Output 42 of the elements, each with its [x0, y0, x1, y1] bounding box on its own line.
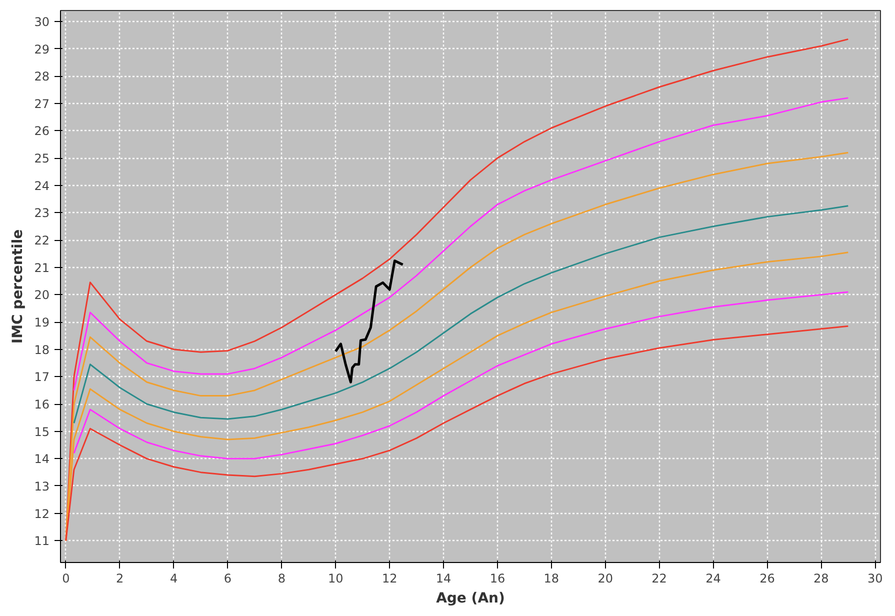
y-tick-label: 26: [34, 124, 50, 138]
y-tick-label: 21: [34, 260, 50, 275]
y-tick-label: 15: [34, 424, 50, 439]
x-tick-label: 10: [328, 572, 344, 586]
y-tick-label: 11: [34, 534, 50, 548]
x-tick-label: 4: [170, 572, 178, 586]
y-tick-label: 14: [34, 452, 50, 466]
y-tick-label: 16: [34, 398, 50, 412]
line-series: [334, 260, 404, 384]
y-tick-label: 27: [34, 96, 50, 111]
x-tick-label: 12: [382, 572, 398, 586]
line-series: [73, 205, 849, 424]
x-tick-label: 26: [760, 572, 775, 586]
y-axis-title: IMC percentile: [10, 229, 26, 344]
x-tick-label: 22: [652, 572, 667, 586]
x-tick-label: 0: [62, 572, 70, 586]
x-tick-label: 6: [224, 572, 232, 586]
y-tick-label: 18: [34, 342, 50, 357]
y-tick-label: 22: [34, 234, 50, 248]
y-tick-label: 25: [34, 152, 50, 166]
y-tick-label: 20: [34, 288, 50, 302]
x-tick-label: 2: [116, 572, 124, 586]
x-tick-label: 20: [598, 572, 614, 586]
line-series: [73, 97, 849, 392]
x-tick-label: 24: [706, 572, 721, 586]
x-tick-label: 30: [867, 572, 883, 586]
y-tick-label: 12: [34, 506, 50, 521]
x-tick-label: 16: [490, 572, 506, 586]
y-tick-label: 29: [34, 42, 50, 56]
y-tick-label: 30: [34, 14, 50, 29]
x-tick-label: 8: [278, 572, 286, 586]
y-tick-label: 24: [34, 178, 50, 193]
x-tick-label: 18: [544, 572, 560, 586]
y-tick-label: 13: [34, 479, 50, 494]
x-tick-label: 14: [436, 572, 452, 586]
y-tick-label: 23: [34, 206, 50, 220]
line-series: [73, 291, 849, 460]
y-tick-label: 28: [34, 70, 50, 84]
y-tick-label: 19: [34, 316, 50, 330]
x-axis-title: Age (An): [436, 590, 505, 606]
x-tick-label: 28: [814, 572, 829, 586]
y-tick-label: 17: [34, 370, 50, 384]
